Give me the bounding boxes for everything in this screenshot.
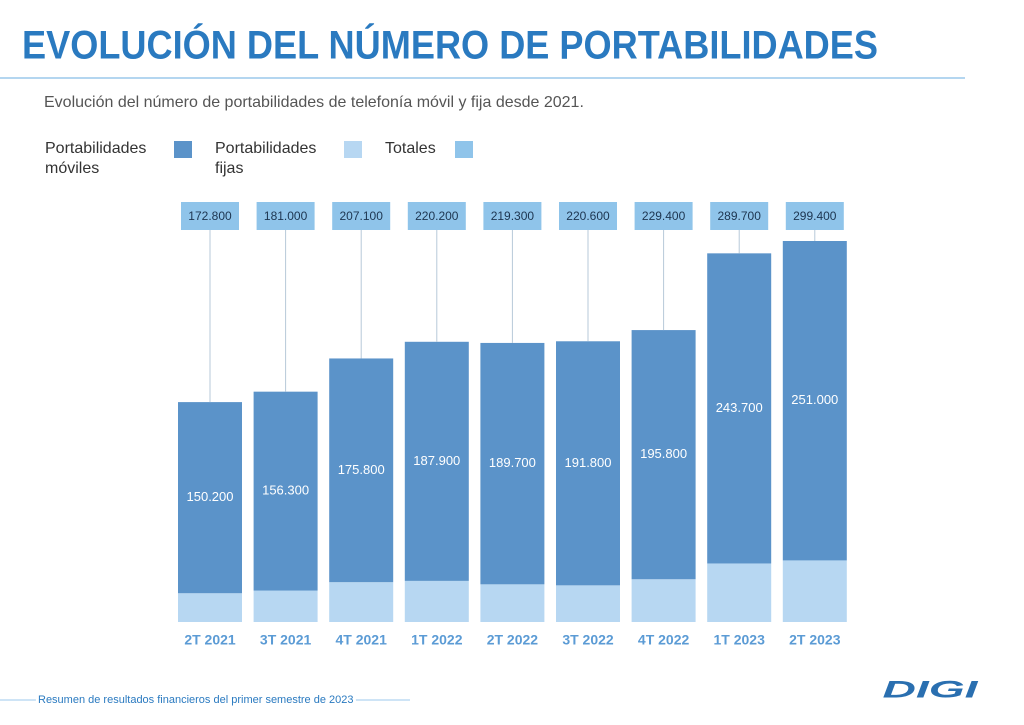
bar-segment [329,358,394,583]
bar-segment [556,585,620,622]
legend-swatch [174,141,192,158]
data-label: 175.800 [338,462,385,477]
subtitle: Evolución del número de portabilidades d… [44,94,584,111]
bar-segment [782,241,847,561]
total-box [483,202,542,230]
x-tick-label: 3T 2022 [562,632,614,648]
logo: DIGI [883,676,981,703]
bar-segment [329,582,394,622]
bar-segment [178,593,242,622]
bar-segment [631,330,696,580]
x-tick-label: 1T 2022 [411,632,463,648]
total-label: 229.400 [642,209,686,223]
total-label: 289.700 [718,209,762,223]
legend-swatch [344,141,362,158]
bar-segment [556,341,620,586]
total-label: 220.600 [566,209,610,223]
bar-segment [480,584,545,622]
total-label: 220.200 [415,209,459,223]
total-box [785,202,844,230]
total-box [256,202,315,230]
x-tick-label: 2T 2022 [487,632,539,648]
bar-segment [707,253,772,564]
legend-label: Totales [385,140,436,157]
data-label: 251.000 [791,392,838,407]
bar-segment [178,402,242,594]
total-label: 181.000 [264,209,308,223]
data-label: 187.900 [413,453,460,468]
x-tick-label: 4T 2021 [336,632,388,648]
data-label: 150.200 [187,489,234,504]
chart-title: EVOLUCIÓN DEL NÚMERO DE PORTABILIDADES [22,22,878,68]
total-box [181,202,239,230]
bar-segment [253,590,318,622]
x-tick-label: 1T 2023 [714,632,766,648]
total-box [634,202,693,230]
footer: Resumen de resultados financieros del pr… [38,694,354,706]
total-box [710,202,769,230]
total-label: 172.800 [188,209,232,223]
data-label: 189.700 [489,455,536,470]
total-label: 219.300 [491,209,535,223]
total-label: 207.100 [340,209,384,223]
bar-segment [631,579,696,622]
total-box [332,202,391,230]
bar-segment [707,563,772,622]
bar-segment [782,560,847,622]
x-tick-label: 3T 2021 [260,632,312,648]
x-tick-label: 4T 2022 [638,632,690,648]
x-tick-label: 2T 2023 [789,632,841,648]
bar-segment [404,341,469,581]
data-label: 156.300 [262,483,309,498]
total-label: 299.400 [793,209,837,223]
x-tick-label: 2T 2021 [184,632,236,648]
total-box [407,202,466,230]
legend-label: Portabilidades fijas [215,140,317,177]
total-box [559,202,617,230]
data-label: 191.800 [565,455,612,470]
data-label: 195.800 [640,446,687,461]
legend-label: Portabilidades móviles [45,140,147,177]
data-label: 243.700 [716,400,763,415]
bar-segment [253,391,318,591]
bar-segment [404,580,469,622]
bar-segment [480,342,545,585]
legend-swatch [455,141,473,158]
